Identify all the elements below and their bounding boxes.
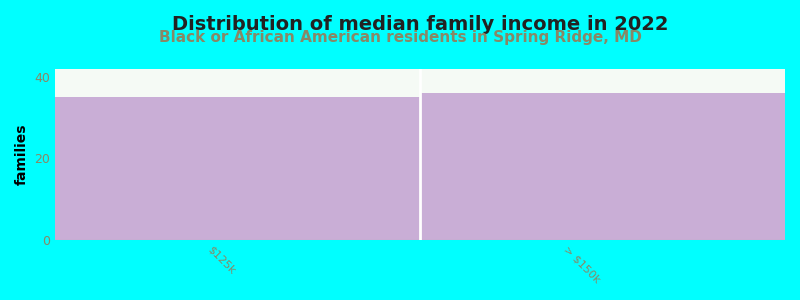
Bar xyxy=(420,93,785,240)
Bar xyxy=(55,98,420,240)
Text: Black or African American residents in Spring Ridge, MD: Black or African American residents in S… xyxy=(158,30,642,45)
Y-axis label: families: families xyxy=(15,124,29,185)
Title: Distribution of median family income in 2022: Distribution of median family income in … xyxy=(172,15,668,34)
